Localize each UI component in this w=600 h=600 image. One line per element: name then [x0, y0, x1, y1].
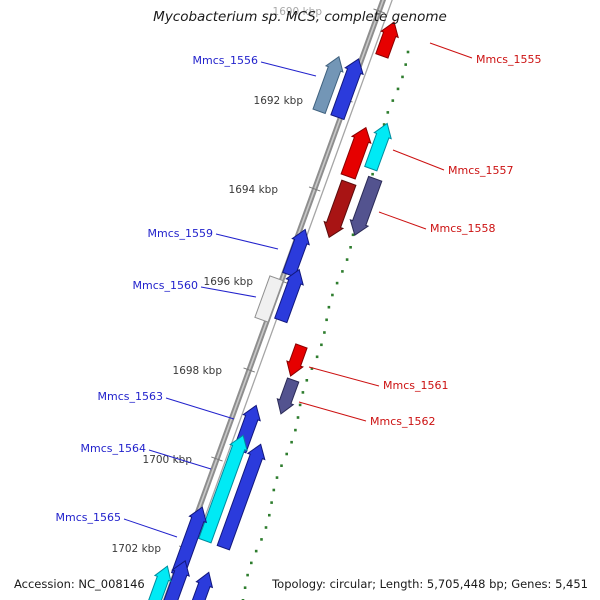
gc-dot: [320, 343, 323, 347]
gene-arrow-Mmcs_1562[interactable]: [276, 377, 300, 415]
gene-arrow[interactable]: [143, 565, 172, 600]
gene-arrow[interactable]: [188, 571, 214, 600]
gc-dot: [305, 379, 309, 382]
gc-dot: [401, 75, 404, 79]
gc-dot: [327, 305, 331, 309]
gene-label-Mmcs_1555[interactable]: Mmcs_1555: [476, 53, 541, 66]
gc-dot: [341, 270, 344, 273]
gc-dot: [404, 63, 407, 66]
gene-labels: Mmcs_1556 Mmcs_1559 Mmcs_1560 Mmcs_1563 Mmcs…: [56, 42, 541, 538]
gc-dot: [406, 50, 410, 54]
gene-arrow-Mmcs_1565[interactable]: [170, 506, 208, 578]
gene-arrow-Mmcs_1564[interactable]: [198, 434, 248, 544]
gene-label-Mmcs_1562[interactable]: Mmcs_1562: [370, 415, 435, 428]
gc-dot: [382, 123, 386, 126]
leader-line-Mmcs_1558: [378, 211, 427, 230]
gc-dot: [315, 355, 319, 359]
tick-label: 1700 kbp: [143, 454, 193, 466]
gene-label-Mmcs_1557[interactable]: Mmcs_1557: [448, 164, 513, 177]
tick-label: 1702 kbp: [112, 543, 162, 555]
leader-line-Mmcs_1561: [308, 366, 380, 387]
gc-dot: [396, 87, 400, 91]
gc-dot: [290, 440, 293, 444]
gene-arrow-Mmcs_1560[interactable]: [254, 275, 284, 323]
gc-dot: [260, 538, 263, 541]
gc-dot: [296, 416, 300, 419]
leader-line-Mmcs_1560: [200, 286, 257, 298]
tick-mark: [211, 456, 223, 462]
gene-label-Mmcs_1564[interactable]: Mmcs_1564: [81, 442, 146, 455]
gene-label-Mmcs_1559[interactable]: Mmcs_1559: [148, 227, 213, 240]
genome-stats-text: Topology: circular; Length: 5,705,448 bp…: [271, 577, 588, 591]
gene-arrow-Mmcs_1561[interactable]: [286, 343, 308, 377]
gc-dot: [254, 549, 258, 553]
gene-arrow[interactable]: [323, 179, 357, 239]
gene-arrow-Mmcs_1559[interactable]: [282, 228, 310, 278]
accession-text: Accession: NC_008146: [14, 577, 145, 591]
tick-label: 1692 kbp: [254, 95, 304, 107]
position-ticks: 1690 kbp 1692 kbp 1694 kbp 1696 kbp 1698 kbp…: [112, 6, 385, 555]
gene-label-Mmcs_1561[interactable]: Mmcs_1561: [383, 379, 448, 392]
gene-arrow-Mmcs_1558[interactable]: [349, 175, 383, 236]
gene-arrow[interactable]: [274, 268, 304, 324]
gc-dot: [345, 258, 349, 261]
tick-label: 1690 kbp: [273, 6, 323, 18]
gene-arrow[interactable]: [159, 559, 190, 600]
gene-arrow[interactable]: [216, 443, 266, 551]
gene-arrow[interactable]: [364, 122, 392, 172]
gc-content-dots: [241, 50, 410, 600]
gc-dot: [325, 318, 328, 322]
tick-label: 1694 kbp: [229, 184, 279, 196]
gc-dot: [243, 586, 247, 589]
tick-mark: [243, 367, 255, 373]
leader-line-Mmcs_1562: [298, 401, 367, 422]
gene-label-Mmcs_1565[interactable]: Mmcs_1565: [56, 511, 121, 524]
gc-dot: [270, 501, 273, 504]
page-title: Mycobacterium sp. MCS, complete genome: [153, 9, 447, 25]
gc-dot: [272, 488, 276, 492]
gc-dot: [371, 172, 374, 176]
gene-label-Mmcs_1556[interactable]: Mmcs_1556: [193, 54, 258, 67]
gc-dot: [298, 403, 302, 407]
leader-line-Mmcs_1555: [429, 42, 473, 59]
gene-arrow-Mmcs_1555[interactable]: [375, 21, 399, 59]
gene-label-Mmcs_1563[interactable]: Mmcs_1563: [98, 390, 163, 403]
gc-dot: [351, 233, 355, 237]
gc-dot: [246, 573, 249, 577]
leader-line-Mmcs_1565: [123, 518, 178, 538]
gc-dot: [280, 464, 283, 467]
gene-arrow-Mmcs_1556[interactable]: [312, 55, 344, 115]
leader-line-Mmcs_1563: [165, 397, 235, 420]
tick-mark: [373, 8, 385, 14]
tick-label: 1696 kbp: [204, 276, 254, 288]
gene-label-Mmcs_1558[interactable]: Mmcs_1558: [430, 222, 495, 235]
gc-dot: [323, 331, 326, 334]
leader-line-Mmcs_1557: [392, 149, 445, 171]
gc-dot: [275, 476, 279, 479]
gene-arrow-Mmcs_1557[interactable]: [340, 126, 372, 180]
gene-label-Mmcs_1560[interactable]: Mmcs_1560: [133, 279, 198, 292]
gene-features: [143, 21, 399, 600]
gc-dot: [386, 111, 390, 114]
gc-dot: [331, 293, 334, 297]
gene-arrow[interactable]: [330, 58, 364, 121]
tick-mark: [308, 186, 321, 192]
leader-line-Mmcs_1556: [260, 61, 317, 77]
gc-dot: [349, 246, 352, 249]
gc-dot: [250, 561, 253, 565]
gc-dot: [391, 99, 395, 102]
gc-dot: [264, 526, 268, 529]
gc-dot: [294, 428, 297, 432]
gc-dot: [335, 281, 339, 285]
gc-dot: [285, 452, 288, 456]
gc-dot: [268, 513, 271, 517]
leader-line-Mmcs_1564: [148, 449, 212, 470]
leader-line-Mmcs_1559: [215, 233, 279, 250]
gc-dot: [301, 391, 305, 394]
tick-label: 1698 kbp: [173, 365, 223, 377]
gc-dot: [310, 367, 314, 370]
